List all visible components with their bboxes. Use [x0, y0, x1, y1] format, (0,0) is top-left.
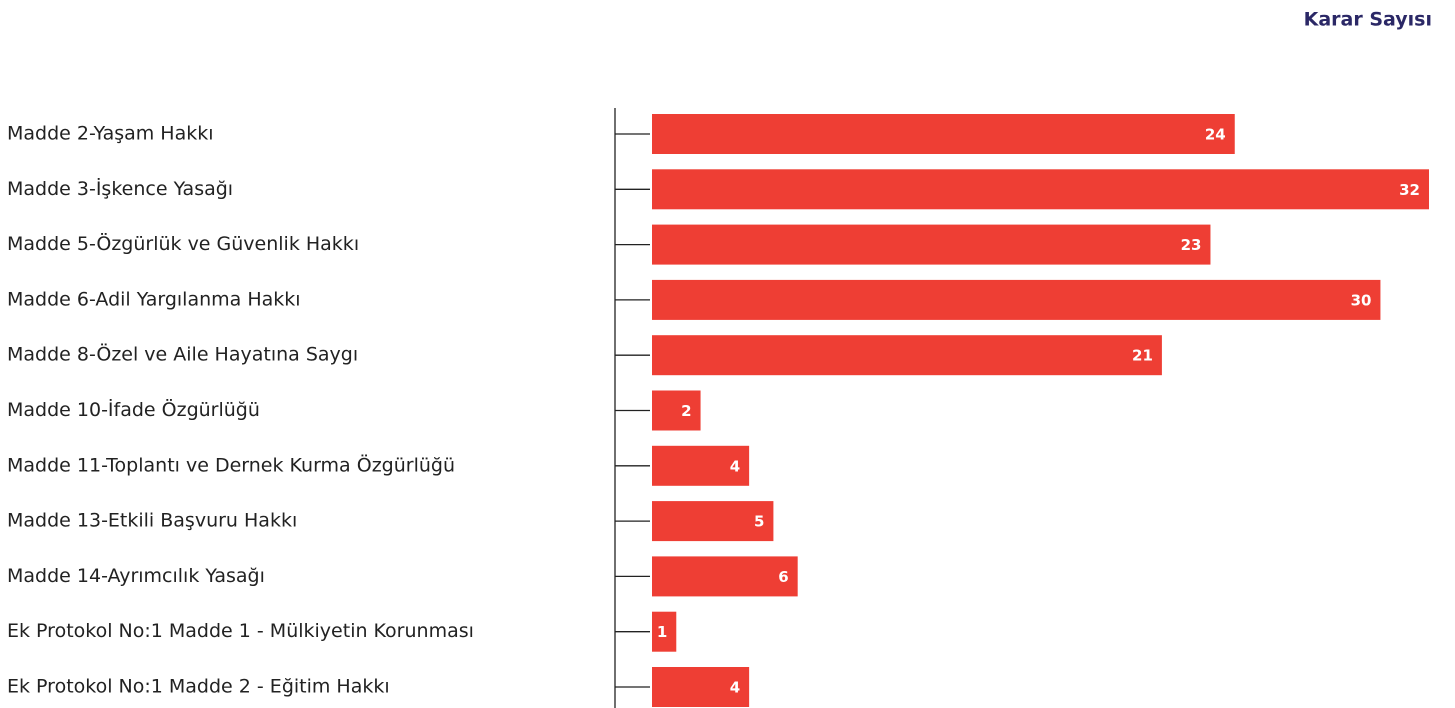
value-label: 21 — [1132, 347, 1153, 365]
bar — [652, 611, 677, 652]
category-label: Ek Protokol No:1 Madde 1 - Mülkiyetin Ko… — [7, 620, 474, 642]
category-label: Madde 5-Özgürlük ve Güvenlik Hakkı — [7, 232, 359, 255]
value-label: 30 — [1351, 291, 1372, 309]
value-label: 2 — [681, 402, 691, 420]
category-label: Madde 6-Adil Yargılanma Hakkı — [7, 288, 301, 310]
value-label: 24 — [1205, 126, 1226, 144]
bar — [652, 445, 750, 486]
bar — [652, 335, 1162, 376]
bar — [652, 224, 1211, 265]
value-label: 32 — [1399, 181, 1420, 199]
bar — [652, 279, 1381, 320]
bar — [652, 556, 798, 597]
category-label: Ek Protokol No:1 Madde 2 - Eğitim Hakkı — [7, 676, 390, 698]
bar — [652, 114, 1235, 154]
bar — [652, 667, 750, 707]
bar — [652, 501, 774, 542]
bar — [652, 169, 1429, 210]
category-label: Madde 14-Ayrımcılık Yasağı — [7, 565, 265, 587]
value-label: 23 — [1181, 236, 1202, 254]
category-label: Madde 11-Toplantı ve Dernek Kurma Özgürl… — [7, 453, 455, 476]
category-label: Madde 8-Özel ve Aile Hayatına Saygı — [7, 343, 358, 366]
category-label: Madde 3-İşkence Yasağı — [7, 177, 233, 200]
value-label: 1 — [657, 623, 667, 641]
value-label: 5 — [754, 513, 764, 531]
value-label: 4 — [730, 457, 740, 475]
chart-title: Karar Sayısı — [1304, 9, 1432, 31]
category-label: Madde 10-İfade Özgürlüğü — [7, 398, 260, 421]
value-label: 6 — [778, 568, 788, 586]
bar — [652, 390, 701, 431]
category-label: Madde 2-Yaşam Hakkı — [7, 123, 214, 145]
category-label: Madde 13-Etkili Başvuru Hakkı — [7, 510, 297, 532]
value-label: 4 — [730, 679, 740, 697]
